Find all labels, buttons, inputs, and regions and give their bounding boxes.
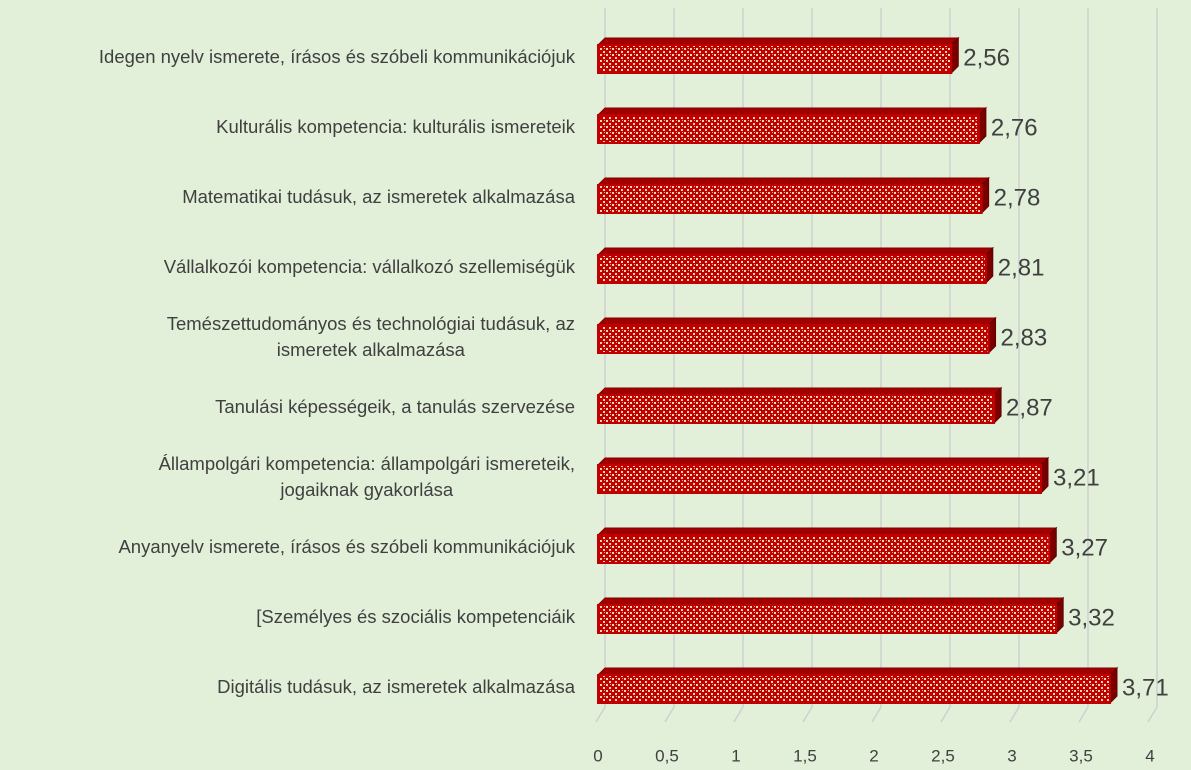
grid-line-depth: [940, 706, 951, 723]
bar: [597, 254, 987, 284]
grid-line-depth: [1009, 706, 1020, 723]
category-label: Tanulási képességeik, a tanulás szervezé…: [215, 396, 575, 417]
bar-side: [950, 36, 959, 75]
x-tick-label: 1,5: [793, 746, 817, 765]
bar-side: [988, 316, 997, 355]
category-label: Digitális tudásuk, az ismeretek alkalmaz…: [217, 676, 575, 697]
value-label: 2,83: [1001, 324, 1048, 351]
bar: [597, 674, 1111, 704]
x-tick-label: 3,5: [1069, 746, 1093, 765]
grid-line-depth: [802, 706, 813, 723]
bar-top: [596, 107, 988, 116]
x-tick-label: 2,5: [931, 746, 955, 765]
bar-top: [596, 527, 1058, 536]
bar-side: [1109, 666, 1118, 705]
bar-side: [1040, 456, 1049, 495]
grid-line-depth: [1078, 706, 1089, 723]
category-label: [Személyes és szociális kompetenciáik: [256, 606, 575, 627]
value-label: 2,78: [994, 184, 1041, 211]
grid-line-depth: [871, 706, 882, 723]
bar: [597, 44, 953, 74]
value-label: 2,76: [991, 114, 1038, 141]
bar: [597, 324, 990, 354]
category-label: Matematikai tudásuk, az ismeretek alkalm…: [182, 186, 575, 207]
bar: [597, 464, 1042, 494]
value-label: 3,27: [1061, 534, 1108, 561]
bar-side: [993, 386, 1002, 425]
x-tick-label: 0: [593, 746, 602, 765]
value-label: 2,87: [1006, 394, 1053, 421]
bar-top: [596, 317, 997, 326]
category-label: Anyanyelv ismerete, írásos és szóbeli ko…: [118, 536, 575, 557]
category-label: Temészettudományos és technológiai tudás…: [166, 313, 575, 360]
grid-line-depth: [733, 706, 744, 723]
bar-side: [1055, 596, 1064, 635]
category-label: Kulturális kompetencia: kulturális ismer…: [216, 116, 575, 137]
grid-line-depth: [664, 706, 675, 723]
category-label: Vállalkozói kompetencia: vállalkozó szel…: [163, 256, 575, 277]
bar-side: [981, 176, 990, 215]
x-tick-label: 4: [1145, 746, 1154, 765]
x-tick-label: 2: [869, 746, 878, 765]
bar-top: [596, 457, 1050, 466]
value-label: 2,56: [963, 44, 1010, 71]
bar: [597, 394, 996, 424]
bar: [597, 604, 1058, 634]
value-label: 2,81: [998, 254, 1045, 281]
value-label: 3,21: [1053, 464, 1100, 491]
bar-top: [596, 247, 994, 256]
grid-line-depth: [595, 706, 606, 723]
x-tick-label: 1: [731, 746, 740, 765]
x-tick-label: 3: [1007, 746, 1016, 765]
bar-top: [596, 597, 1065, 606]
bar-top: [596, 387, 1003, 396]
category-label: Állampolgári kompetencia: állampolgári i…: [158, 453, 575, 500]
bar-side: [985, 246, 994, 285]
x-tick-label: 0,5: [655, 746, 679, 765]
value-label: 3,71: [1122, 674, 1169, 701]
bar: [597, 534, 1051, 564]
bar-top: [596, 37, 960, 46]
category-label: Idegen nyelv ismerete, írásos és szóbeli…: [98, 46, 575, 67]
bar-side: [1048, 526, 1057, 565]
bar: [597, 114, 980, 144]
bar-side: [978, 106, 987, 145]
bar: [597, 184, 983, 214]
bar-top: [596, 177, 990, 186]
bar-top: [596, 667, 1119, 676]
grid-line-depth: [1147, 706, 1158, 723]
value-label: 3,32: [1068, 604, 1115, 631]
